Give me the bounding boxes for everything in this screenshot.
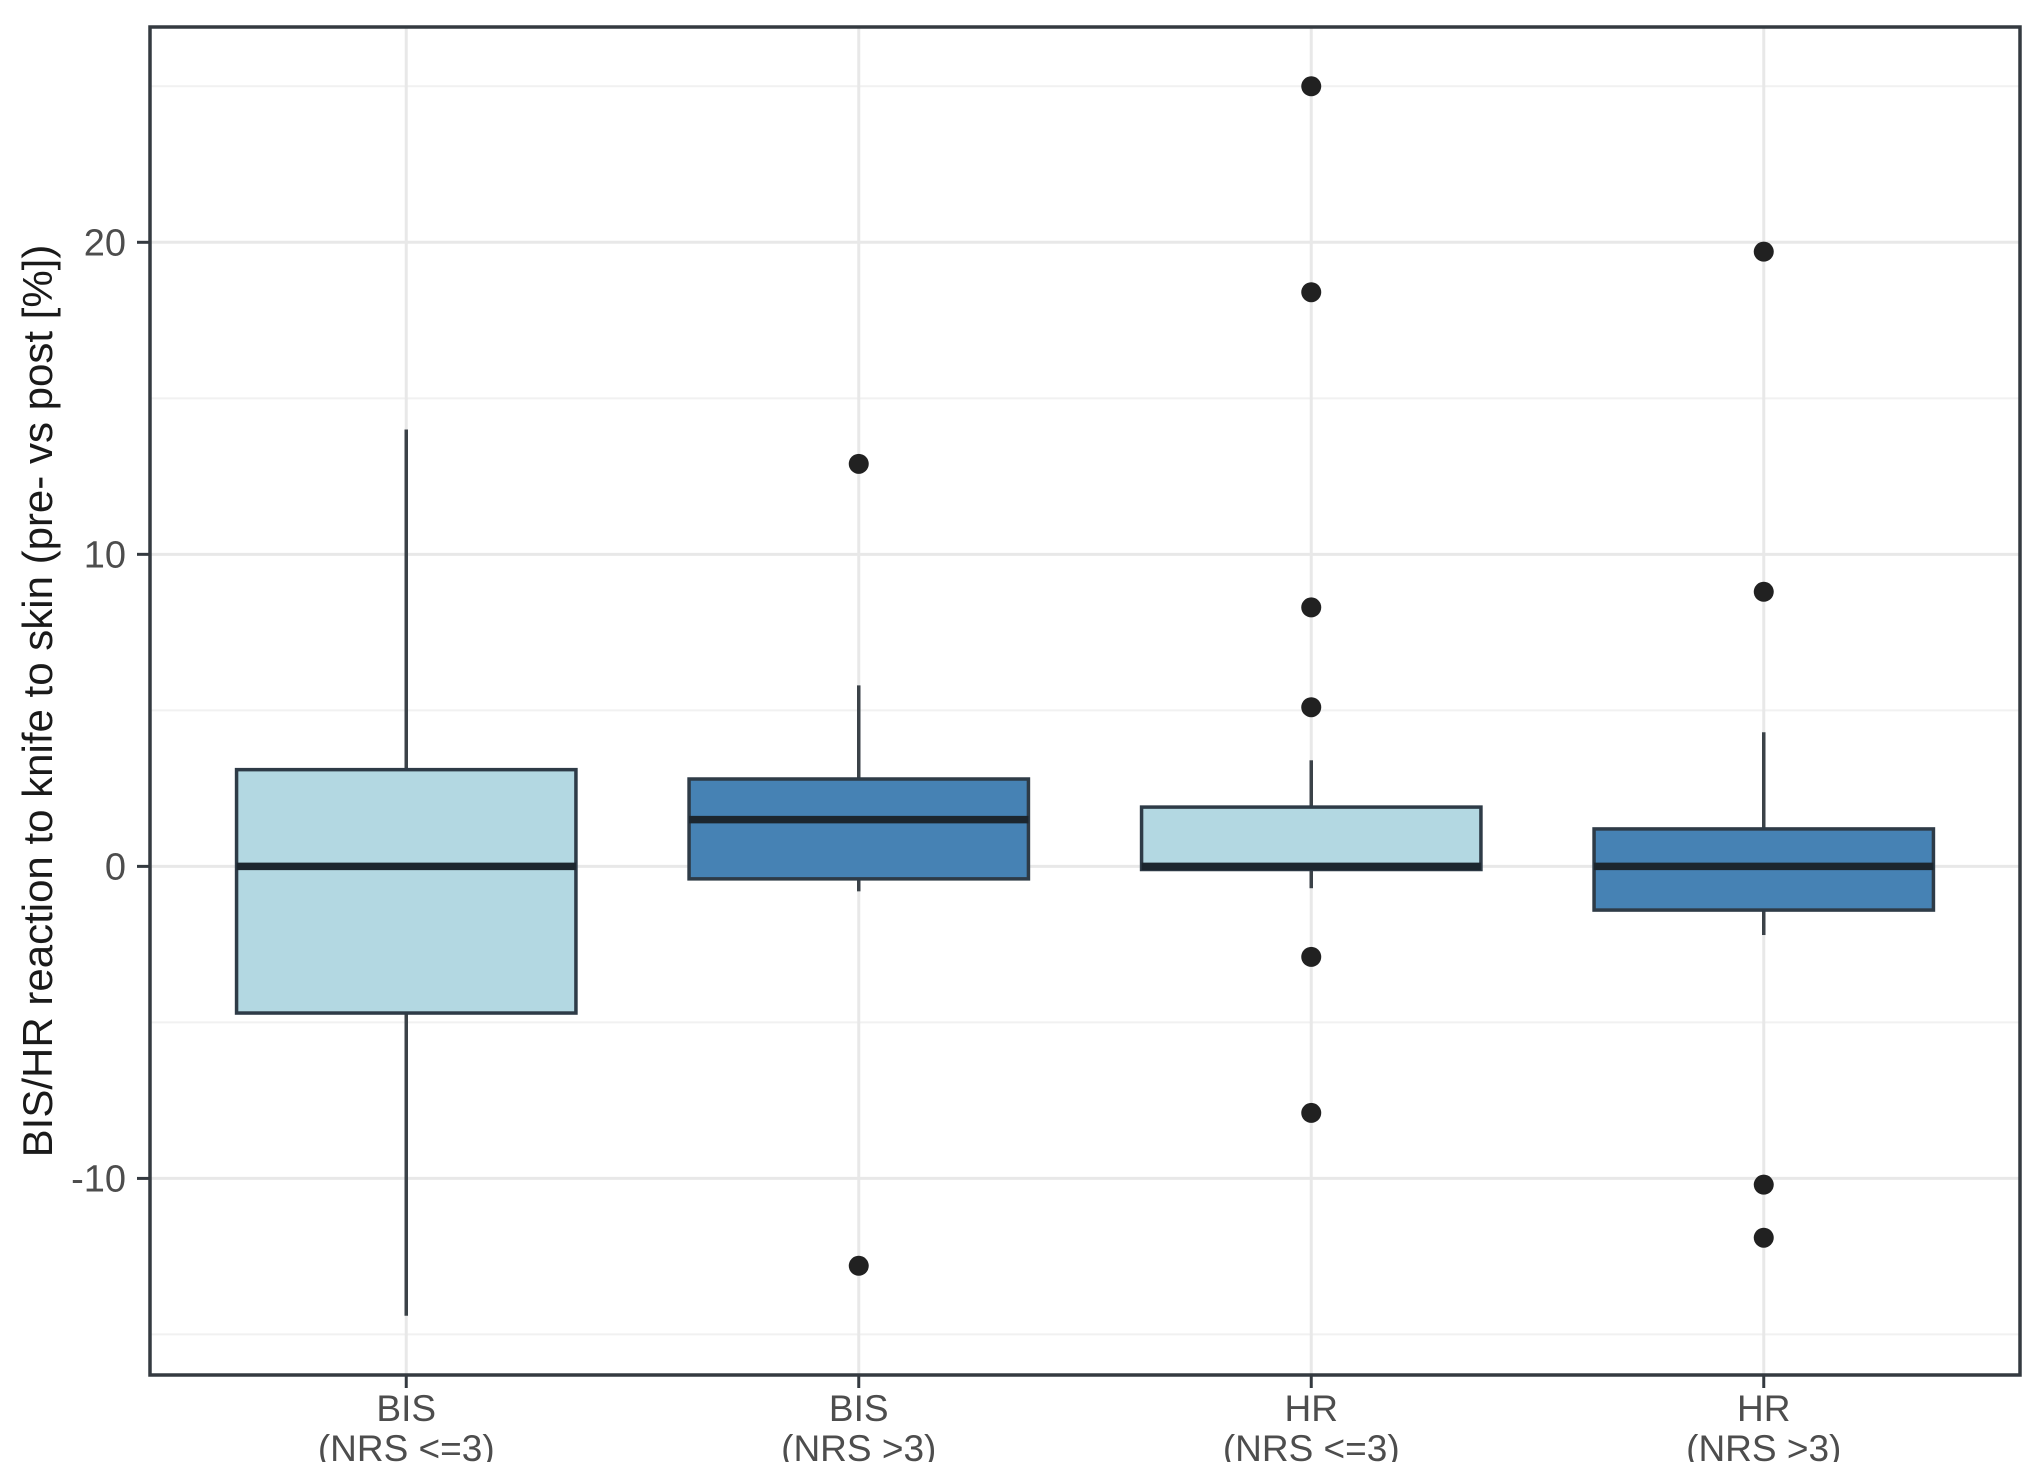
x-category-label-line2: (NRS <=3) bbox=[1223, 1428, 1400, 1462]
panel-border bbox=[148, 25, 2022, 1377]
iqr-box bbox=[687, 777, 1031, 881]
x-category-label-line2: (NRS >3) bbox=[1686, 1428, 1841, 1462]
outlier-point bbox=[1301, 1102, 1322, 1123]
outlier-point bbox=[1301, 282, 1322, 303]
x-category-label-line2: (NRS <=3) bbox=[318, 1428, 495, 1462]
outlier-point bbox=[1301, 76, 1322, 97]
outlier-point bbox=[1753, 581, 1774, 602]
panel-background bbox=[150, 27, 2020, 1375]
y-tick-label: 10 bbox=[84, 534, 126, 576]
outlier-point bbox=[1301, 697, 1322, 718]
x-category-label-line1: BIS bbox=[829, 1388, 889, 1429]
boxplot-1 bbox=[234, 429, 578, 1316]
boxplot-4 bbox=[1592, 241, 1936, 1248]
outlier-point bbox=[1301, 597, 1322, 618]
y-tick-label: 0 bbox=[105, 846, 126, 888]
outlier-point bbox=[1753, 241, 1774, 262]
y-tick-label: -10 bbox=[71, 1158, 126, 1200]
grid-layer bbox=[150, 27, 2020, 1375]
x-category-label-line1: HR bbox=[1285, 1388, 1338, 1429]
iqr-box bbox=[234, 767, 578, 1015]
box-layer bbox=[234, 76, 1936, 1316]
y-axis-title: BIS/HR reaction to knife to skin (pre- v… bbox=[14, 245, 61, 1158]
outlier-point bbox=[1753, 1174, 1774, 1195]
outlier-point bbox=[848, 1255, 869, 1276]
outlier-point bbox=[1753, 1227, 1774, 1248]
y-tick-label: 20 bbox=[84, 222, 126, 264]
outlier-point bbox=[848, 453, 869, 474]
outlier-point bbox=[1301, 946, 1322, 967]
boxplot-3 bbox=[1139, 76, 1483, 1123]
boxplot-2 bbox=[687, 453, 1031, 1276]
x-category-label-line2: (NRS >3) bbox=[781, 1428, 936, 1462]
x-category-label-line1: BIS bbox=[376, 1388, 436, 1429]
x-category-label-line1: HR bbox=[1737, 1388, 1790, 1429]
iqr-box bbox=[1139, 805, 1483, 872]
